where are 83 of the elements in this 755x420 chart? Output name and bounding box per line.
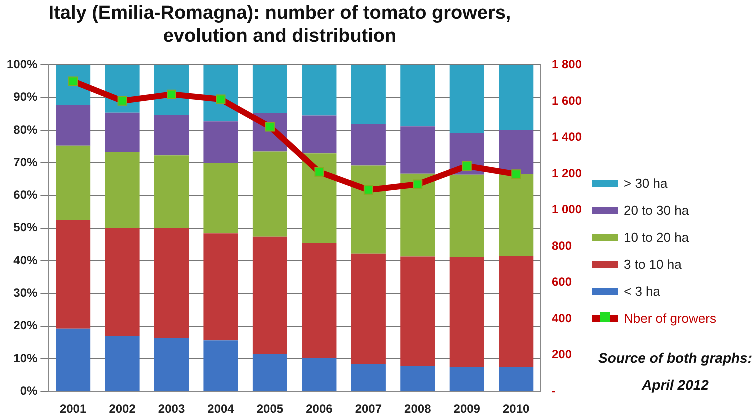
bar [105,228,140,336]
bar [499,174,534,256]
y-tick-label: 40% [14,253,38,268]
bar [499,130,534,174]
x-tick-label: 2007 [355,402,382,416]
bar [105,112,140,152]
y-tick-label: 0% [20,384,38,398]
x-tick-label: 2008 [404,402,432,416]
bar [56,328,91,392]
bar [400,174,436,257]
chart-title: Italy (Emilia-Romagna): number of tomato growers, evolution and distribution [48,2,512,48]
y2-tick-label: - [552,384,556,398]
bar [302,358,337,392]
bar [499,256,534,368]
x-tick-label: 2010 [503,402,530,416]
bar [204,340,238,392]
y-tick-label: 90% [14,90,38,104]
x-tick-label: 2001 [60,402,87,416]
y2-tick-label: 1 400 [552,130,582,144]
bar [204,163,238,234]
bar [450,174,484,258]
legend-label: > 30 ha [624,176,668,191]
bar [351,364,386,392]
bar [351,65,386,124]
x-tick-label: 2009 [454,402,481,416]
bar [351,124,386,166]
bar [105,336,140,392]
bar [351,166,386,254]
y2-tick-label: 1 200 [552,166,582,180]
bar [154,338,190,392]
x-tick-label: 2002 [109,402,136,416]
bar [302,116,337,154]
y-tick-label: 100% [6,58,38,72]
x-tick-label: 2003 [158,402,186,416]
y2-tick-label: 800 [552,238,572,253]
bar [252,354,288,392]
y-tick-label: 50% [14,220,38,235]
y-tick-label: 10% [14,351,38,366]
legend-label: 10 to 20 ha [624,230,690,245]
y2-tick-label: 1 000 [552,202,582,217]
bar [252,152,288,237]
bar [400,366,436,392]
bar [450,367,484,392]
bar [105,152,140,228]
bar [56,220,91,329]
bar [499,367,534,392]
bar [499,65,534,130]
y-tick-label: 20% [14,318,38,333]
y-tick-label: 30% [14,286,38,300]
source-note: Source of both graphs: April 2012 [598,349,753,395]
y2-tick-label: 1 600 [552,94,582,108]
y2-tick-label: 200 [552,348,572,362]
bar [450,257,484,368]
legend-label: 20 to 30 ha [624,203,690,218]
bar [400,256,436,366]
bar [302,154,337,244]
bar [56,146,91,220]
bar [56,105,91,146]
legend-label: 3 to 10 ha [624,257,682,272]
bar [351,254,386,365]
y-tick-label: 60% [14,188,38,202]
bar [154,115,190,156]
y2-tick-label: 1 800 [552,58,582,72]
bar [154,156,190,228]
y2-tick-label: 600 [552,275,572,290]
bar [302,243,337,358]
x-tick-label: 2004 [208,402,235,416]
legend-label: Nber of growers [624,311,716,326]
bar [450,65,484,134]
y-tick-label: 80% [14,122,38,137]
bar [204,234,238,341]
bar [400,126,436,174]
x-tick-label: 2005 [256,402,284,416]
legend-label: < 3 ha [624,284,661,299]
y-tick-label: 70% [14,155,38,170]
bar [252,236,288,354]
bar [204,122,238,164]
bar [302,65,337,116]
y2-tick-label: 400 [552,311,572,326]
bar [400,65,436,127]
bar [252,65,288,114]
x-tick-label: 2006 [306,402,334,416]
bar [154,228,190,338]
